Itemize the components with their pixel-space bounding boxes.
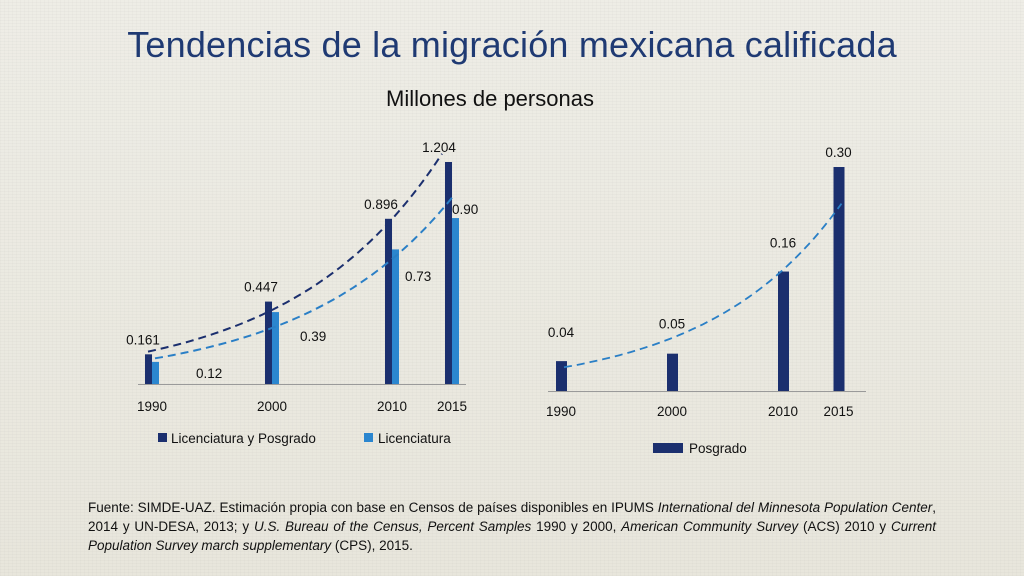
- data-label-licenciatura-y-posgrado: 0.896: [364, 197, 398, 212]
- bar-posgrado-1990: [556, 361, 567, 391]
- data-label-posgrado: 0.30: [825, 145, 851, 160]
- legend-swatch-licenciatura-y-posgrado: [158, 433, 167, 442]
- source-text-part: (ACS) 2010 y: [798, 519, 891, 534]
- legend-label-licenciatura-y-posgrado: Licenciatura y Posgrado: [171, 431, 316, 446]
- legend-label-posgrado: Posgrado: [689, 441, 747, 456]
- trendline-licenciatura: [154, 193, 456, 360]
- source-italic-part: International del Minnesota Population C…: [657, 500, 933, 515]
- bar-licenciatura-y-posgrado-2000: [265, 301, 272, 384]
- bar-posgrado-2010: [778, 271, 789, 391]
- bar-licenciatura-2015: [452, 218, 459, 384]
- bar-licenciatura-y-posgrado-2015: [445, 162, 452, 384]
- x-tick-label: 2010: [377, 399, 407, 414]
- bar-posgrado-2015: [833, 167, 845, 391]
- data-label-posgrado: 0.16: [770, 236, 796, 251]
- x-tick-label: 1990: [137, 399, 167, 414]
- bar-licenciatura-1990: [152, 361, 159, 384]
- legend-swatch-posgrado: [653, 443, 683, 453]
- x-tick-label: 2000: [657, 404, 687, 419]
- data-label-licenciatura-y-posgrado: 0.161: [126, 332, 160, 347]
- source-italic-part: American Community Survey: [621, 519, 799, 534]
- data-label-posgrado: 0.05: [659, 317, 685, 332]
- data-label-posgrado: 0.04: [548, 325, 575, 340]
- data-label-licenciatura-y-posgrado: 1.204: [422, 140, 456, 155]
- bar-licenciatura-y-posgrado-1990: [145, 354, 152, 384]
- x-tick-label: 2015: [437, 399, 467, 414]
- source-text-part: Fuente: SIMDE-UAZ. Estimación propia con…: [88, 500, 658, 515]
- bar-licenciatura-2010: [392, 249, 399, 384]
- source-note: Fuente: SIMDE-UAZ. Estimación propia con…: [88, 498, 936, 555]
- source-text-part: , 2014 y UN-DESA, 2013; y: [88, 500, 936, 534]
- x-tick-label: 2015: [823, 404, 853, 419]
- source-italic-part: U.S. Bureau of the Census, Percent Sampl…: [253, 519, 532, 534]
- data-label-licenciatura: 0.90: [452, 202, 478, 217]
- slide-title: Tendencias de la migración mexicana cali…: [127, 24, 897, 65]
- legend-swatch-licenciatura: [364, 433, 373, 442]
- source-text-part: (CPS), 2015.: [331, 538, 413, 553]
- bar-licenciatura-y-posgrado-2010: [385, 218, 392, 384]
- data-label-licenciatura: 0.73: [405, 269, 431, 284]
- chart-subtitle: Millones de personas: [386, 86, 594, 111]
- legend-label-licenciatura: Licenciatura: [378, 431, 451, 446]
- data-label-licenciatura-y-posgrado: 0.447: [244, 280, 278, 295]
- trendline-licenciatura-y-posgrado: [147, 153, 443, 353]
- bar-licenciatura-2000: [272, 312, 279, 384]
- source-text-part: 1990 y 2000,: [531, 519, 622, 534]
- bar-posgrado-2000: [667, 353, 678, 391]
- trendline-posgrado: [563, 203, 843, 369]
- x-tick-label: 2000: [257, 399, 287, 414]
- x-tick-label: 2010: [768, 404, 798, 419]
- source-italic-part: Current Population Survey march suppleme…: [88, 519, 936, 553]
- x-tick-label: 1990: [546, 404, 576, 419]
- data-label-licenciatura: 0.12: [196, 366, 222, 381]
- data-label-licenciatura: 0.39: [300, 329, 326, 344]
